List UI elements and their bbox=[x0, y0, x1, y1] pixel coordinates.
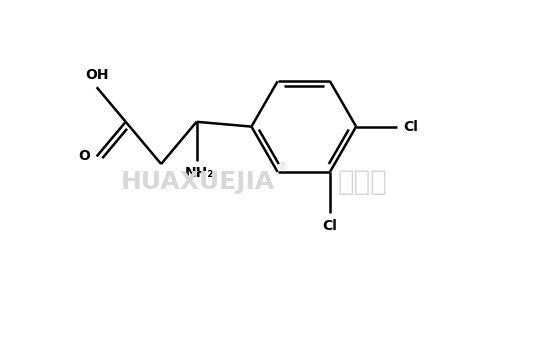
Text: 化学加: 化学加 bbox=[338, 168, 388, 197]
Text: Cl: Cl bbox=[323, 219, 338, 233]
Text: ®: ® bbox=[278, 162, 288, 172]
Text: OH: OH bbox=[85, 68, 109, 82]
Text: Cl: Cl bbox=[403, 120, 418, 134]
Text: NH₂: NH₂ bbox=[185, 166, 214, 180]
Text: HUAXUEJIA: HUAXUEJIA bbox=[120, 171, 274, 194]
Text: O: O bbox=[78, 150, 90, 163]
